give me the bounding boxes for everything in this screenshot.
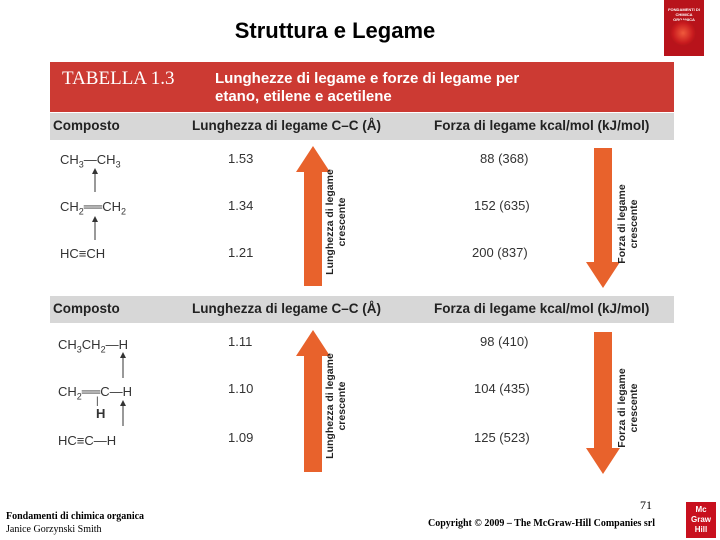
row4-strength: 98 (410) <box>480 334 529 349</box>
arrow-up-length-1 <box>296 146 330 286</box>
row5-length: 1.10 <box>228 381 254 396</box>
book-cover-title: FONDAMENTI DI CHIMICA ORGANICA <box>668 7 700 22</box>
arrow-up-length-2 <box>296 330 330 472</box>
row3-strength: 200 (837) <box>472 245 528 260</box>
arrow-length-label-1: Lunghezza di legame crescente <box>324 169 348 275</box>
formula-acetylene: HC≡CH <box>60 246 106 261</box>
table-label: TABELLA 1.3 <box>62 68 175 89</box>
footer-author: Janice Gorzynski Smith <box>6 524 102 535</box>
row2-strength: 152 (635) <box>474 198 530 213</box>
slide-title: Struttura e Legame <box>234 18 436 43</box>
row1-length: 1.53 <box>228 151 254 166</box>
row6-length: 1.09 <box>228 430 254 445</box>
table-caption-line2: etano, etilene e acetilene <box>215 88 392 105</box>
header-strength: Forza di legame kcal/mol (kJ/mol) <box>434 301 650 316</box>
header-compound: Composto <box>53 118 120 133</box>
row6-strength: 125 (523) <box>474 430 530 445</box>
row1-strength: 88 (368) <box>480 151 529 166</box>
header-length: Lunghezza di legame C–C (Å) <box>192 118 382 133</box>
page-number: 71 <box>640 498 652 512</box>
arrow-down-strength-1 <box>586 148 620 288</box>
formula-ethylene: CH2══CH2 <box>60 199 127 217</box>
bond-indicator-arrow <box>92 168 98 192</box>
row3-length: 1.21 <box>228 245 254 260</box>
formula-ethylene-h: H <box>96 406 106 421</box>
arrow-down-strength-2 <box>586 332 620 474</box>
bond-indicator-arrow <box>92 216 98 240</box>
table-header-1: Composto Lunghezza di legame C–C (Å) For… <box>50 113 674 140</box>
bond-indicator-arrow <box>120 400 126 426</box>
formula-ethane-ch: CH3CH2—H <box>58 337 128 355</box>
mcgraw-hill-logo: Mc Graw Hill <box>686 502 716 538</box>
table-caption-line1: Lunghezze di legame e forze di legame pe… <box>215 70 520 87</box>
header-strength: Forza di legame kcal/mol (kJ/mol) <box>434 118 650 133</box>
cover-flower-graphic <box>670 20 696 46</box>
arrow-length-label-2: Lunghezza di legame crescente <box>324 353 348 459</box>
formula-acetylene-ch: HC≡C—H <box>58 433 117 448</box>
formula-ethylene-ch: CH2══C—H <box>58 384 132 402</box>
row4-length: 1.11 <box>228 334 253 349</box>
table-banner: TABELLA 1.3 Lunghezze di legame e forze … <box>50 62 674 112</box>
book-cover-image: FONDAMENTI DI CHIMICA ORGANICA <box>664 0 704 56</box>
bond-indicator-arrow <box>120 352 126 378</box>
row5-strength: 104 (435) <box>474 381 530 396</box>
footer-copyright: Copyright © 2009 – The McGraw-Hill Compa… <box>428 518 656 529</box>
footer-book-title: Fondamenti di chimica organica <box>6 511 145 522</box>
row2-length: 1.34 <box>228 198 254 213</box>
header-compound: Composto <box>53 301 120 316</box>
table-caption: Lunghezze di legame e forze di legame pe… <box>215 70 555 106</box>
bond-table: TABELLA 1.3 Lunghezze di legame e forze … <box>50 62 674 481</box>
arrow-strength-label-1: Forza di legame crescente <box>616 184 640 264</box>
header-length: Lunghezza di legame C–C (Å) <box>192 301 382 316</box>
formula-ethane: CH3—CH3 <box>60 152 121 170</box>
arrow-strength-label-2: Forza di legame crescente <box>616 368 640 448</box>
table-header-2: Composto Lunghezza di legame C–C (Å) For… <box>50 296 674 323</box>
